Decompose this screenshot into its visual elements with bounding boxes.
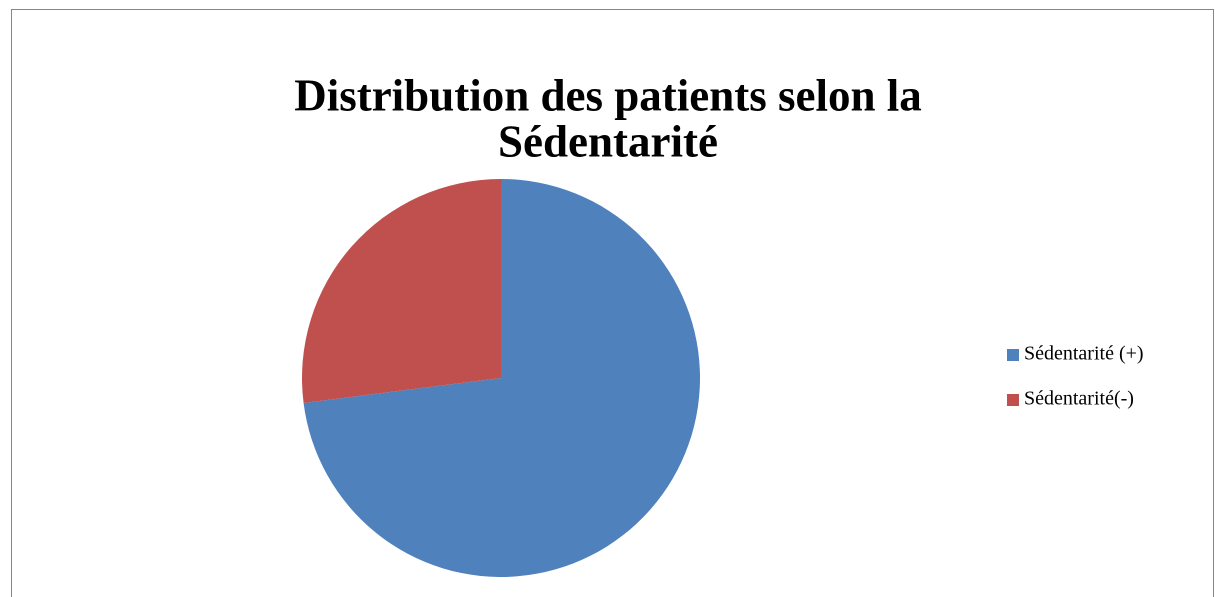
legend-label: Sédentarité (+): [1024, 343, 1144, 365]
legend-swatch: [1007, 349, 1019, 361]
legend-swatch: [1007, 394, 1019, 406]
chart-title: Sédentarité: [498, 116, 718, 166]
pie-slice: [302, 179, 501, 403]
pie-slice: [303, 179, 700, 577]
legend-label: Sédentarité(-): [1024, 388, 1134, 410]
chart-title: Distribution des patients selon la: [294, 70, 922, 120]
